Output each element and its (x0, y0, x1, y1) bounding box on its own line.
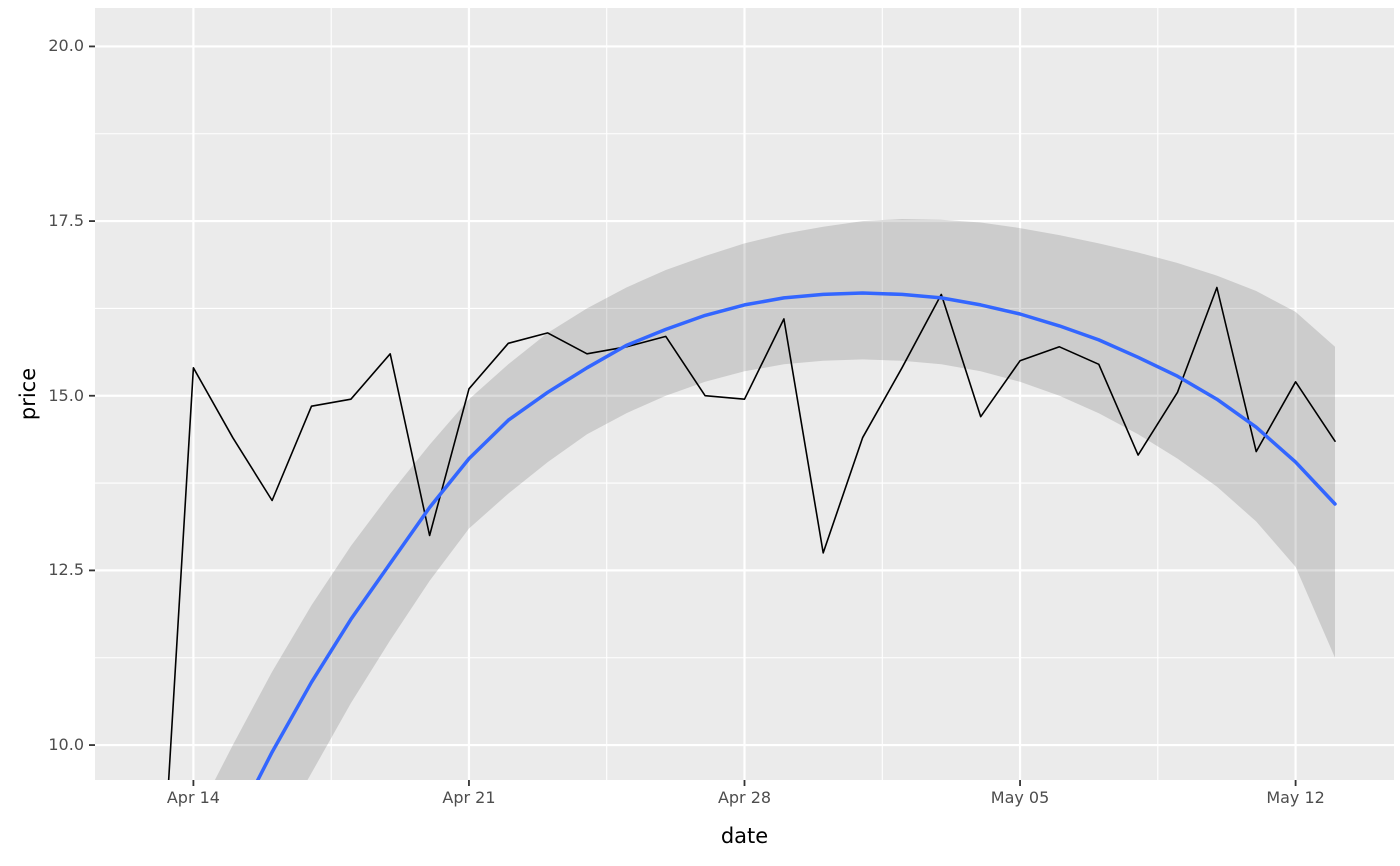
confidence-ribbon (214, 219, 1335, 780)
x-axis-title: date (720, 824, 769, 848)
price-line (167, 286, 1336, 780)
y-axis-title: price (16, 367, 40, 421)
smooth-line (255, 291, 1337, 780)
